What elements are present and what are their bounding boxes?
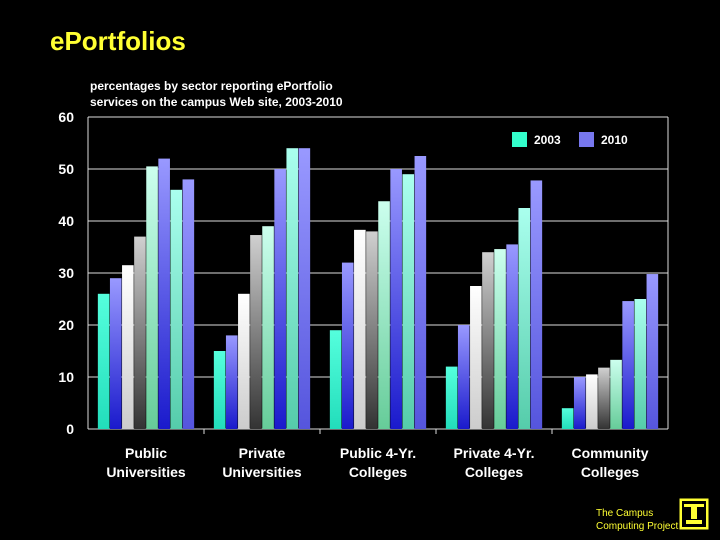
bar-2-2003 [213, 351, 226, 429]
bar-2-2006 [250, 235, 262, 429]
bar-3-2010 [414, 156, 427, 429]
y-tick-label: 50 [58, 161, 74, 177]
bar-3-2004 [341, 262, 354, 429]
x-category-label: Universities [222, 464, 302, 480]
x-category-label: Colleges [349, 464, 408, 480]
y-tick-label: 0 [66, 421, 74, 437]
bar-5-2006 [598, 367, 610, 429]
bar-5-2003 [561, 408, 574, 429]
x-category-label: Universities [106, 464, 186, 480]
bar-1-2007 [146, 166, 158, 429]
bar-1-2008 [158, 158, 170, 429]
x-category-label: Private [239, 445, 286, 461]
bar-2-2007 [262, 226, 274, 429]
bar-3-2008 [390, 169, 402, 429]
x-category-label: Community [572, 445, 649, 461]
bar-2-2005 [238, 293, 250, 429]
y-tick-label: 40 [58, 213, 74, 229]
slide-title: ePortfolios [50, 26, 186, 56]
bar-3-2006 [366, 231, 378, 429]
bar-4-2006 [482, 252, 494, 429]
bar-2-2010 [298, 148, 311, 429]
bar-4-2005 [470, 286, 482, 429]
footer-credit: The Campus Computing Project [596, 507, 678, 533]
bar-3-2007 [378, 201, 390, 429]
bar-4-2004 [457, 325, 470, 429]
footer-line-1: The Campus [596, 508, 654, 519]
x-category-label: Colleges [581, 464, 640, 480]
bar-2-2004 [225, 335, 238, 429]
bar-5-2005 [586, 374, 598, 429]
bar-4-2008 [506, 244, 518, 429]
x-category-label: Public 4-Yr. [340, 445, 416, 461]
y-tick-label: 60 [58, 109, 74, 125]
subtitle-line-1: percentages by sector reporting ePortfol… [90, 79, 333, 93]
bar-2-2008 [274, 169, 286, 429]
bar-3-2003 [329, 330, 342, 429]
bar-1-2009 [170, 189, 183, 429]
footer-line-2: Computing Project [596, 521, 679, 532]
bar-4-2009 [518, 208, 531, 429]
tick-labels: 0 10 20 30 40 50 60 Public Universities Private Un… [58, 109, 648, 480]
bar-5-2007 [610, 359, 622, 429]
bars [97, 148, 659, 429]
y-tick-label: 20 [58, 317, 74, 333]
bar-1-2004 [109, 278, 122, 429]
x-category-label: Private 4-Yr. [454, 445, 535, 461]
bar-4-2007 [494, 249, 506, 429]
legend-swatch-2003 [512, 132, 527, 147]
campus-computing-logo [678, 497, 710, 531]
bar-1-2003 [97, 293, 110, 429]
legend-label-2003: 2003 [534, 133, 561, 147]
bar-1-2005 [122, 265, 134, 429]
bar-4-2003 [445, 366, 458, 429]
subtitle-line-2: services on the campus Web site, 2003-20… [90, 95, 343, 109]
y-tick-label: 10 [58, 369, 74, 385]
legend-label-2010: 2010 [601, 133, 628, 147]
legend-swatch-2010 [579, 132, 594, 147]
bar-2-2009 [286, 148, 299, 429]
bar-5-2008 [622, 301, 634, 429]
bar-3-2005 [354, 229, 366, 429]
legend: 2003 2010 [512, 132, 628, 147]
bar-3-2009 [402, 174, 415, 429]
bar-1-2010 [182, 179, 195, 429]
bar-5-2010 [646, 274, 659, 429]
bar-4-2010 [530, 180, 543, 429]
bar-5-2009 [634, 299, 647, 429]
bar-1-2006 [134, 236, 146, 429]
x-category-label: Colleges [465, 464, 524, 480]
bar-5-2004 [573, 377, 586, 429]
chart-subtitle: percentages by sector reporting ePortfol… [90, 78, 343, 110]
x-category-label: Public [125, 445, 167, 461]
y-tick-label: 30 [58, 265, 74, 281]
